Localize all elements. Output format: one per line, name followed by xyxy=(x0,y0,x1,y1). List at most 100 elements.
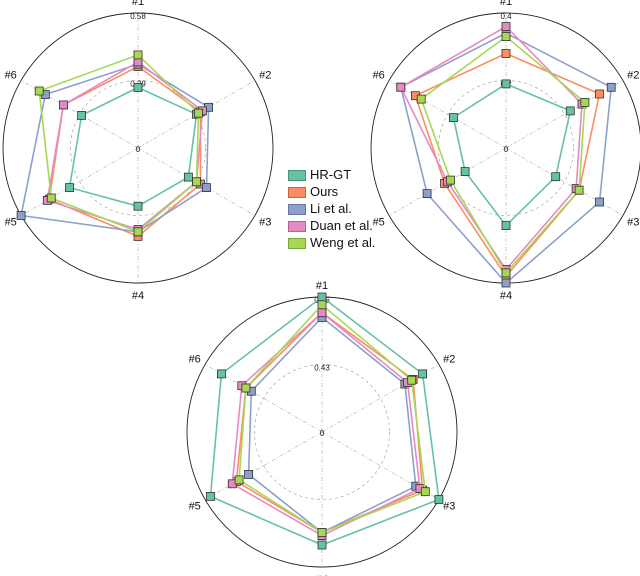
data-point xyxy=(501,79,511,89)
data-point xyxy=(446,175,455,185)
series-polygon xyxy=(231,311,421,537)
ring-label: 0 xyxy=(136,145,141,154)
data-point xyxy=(46,193,56,203)
mid-ring xyxy=(254,364,390,500)
legend-item-hr-gt: HR-GT xyxy=(288,166,408,183)
data-point xyxy=(133,50,143,60)
data-point xyxy=(460,167,470,177)
axis-label: #3 xyxy=(627,217,639,229)
data-point xyxy=(206,491,215,501)
ring-label: 0.43 xyxy=(314,364,330,373)
data-point xyxy=(416,94,426,104)
legend-item-ours: Ours xyxy=(288,183,408,200)
data-point xyxy=(133,201,143,211)
axis-label: #3 xyxy=(259,217,271,229)
radar-chart-3: 00.430.86#1#2#3#4#5#6 xyxy=(186,280,458,576)
data-point xyxy=(34,86,44,96)
data-point xyxy=(422,189,432,199)
data-point xyxy=(77,111,86,120)
axis-label: #4 xyxy=(132,290,144,302)
axis-label: #5 xyxy=(5,217,17,229)
series-polygon xyxy=(235,311,424,534)
data-point xyxy=(202,183,211,193)
legend-swatch xyxy=(288,187,306,198)
legend-item-duan: Duan et al. xyxy=(288,217,408,234)
data-point xyxy=(317,308,327,318)
data-point xyxy=(244,469,254,479)
axis-label: #2 xyxy=(259,70,271,82)
axis-label: #5 xyxy=(189,501,201,513)
mid-ring xyxy=(70,80,206,216)
data-point xyxy=(317,540,327,550)
axis-spoke xyxy=(505,147,624,216)
data-point xyxy=(317,528,327,537)
ring-label: 0 xyxy=(320,429,325,438)
data-point xyxy=(241,383,251,393)
data-point xyxy=(65,183,74,193)
data-point xyxy=(501,49,511,58)
data-point xyxy=(595,89,604,99)
data-point xyxy=(59,100,68,110)
ring-label: 0.58 xyxy=(130,12,146,21)
legend-item-li: Li et al. xyxy=(288,200,408,217)
series-polygon xyxy=(452,82,572,227)
axis-label: #2 xyxy=(627,70,639,82)
legend-swatch xyxy=(288,204,306,215)
data-point xyxy=(551,172,561,182)
data-point xyxy=(407,375,417,385)
data-point xyxy=(133,83,143,92)
data-point xyxy=(595,197,604,207)
data-point xyxy=(501,22,511,31)
data-point xyxy=(133,227,143,237)
ring-label: 0 xyxy=(504,145,509,154)
legend-label: Ours xyxy=(310,184,339,199)
radar-chart-1: 00.290.58#1#2#3#4#5#6 xyxy=(2,0,274,302)
data-point xyxy=(418,369,428,379)
legend-swatch xyxy=(288,238,306,249)
legend-label: Duan et al. xyxy=(310,218,373,233)
data-point xyxy=(574,185,584,195)
legend-label: Weng et al. xyxy=(310,235,376,250)
data-point xyxy=(501,221,511,231)
data-point xyxy=(16,211,26,220)
data-point xyxy=(396,82,406,92)
data-point xyxy=(317,300,327,310)
axis-label: #5 xyxy=(373,217,385,229)
data-point xyxy=(420,487,430,497)
data-point xyxy=(434,495,444,504)
series-polygon xyxy=(68,86,198,208)
ring-label: 0.4 xyxy=(500,12,512,21)
legend-swatch xyxy=(288,170,306,181)
data-point xyxy=(501,278,511,288)
data-point xyxy=(234,475,244,485)
data-point xyxy=(192,177,201,187)
data-point xyxy=(448,113,458,122)
axis-label: #3 xyxy=(443,501,455,513)
data-point xyxy=(606,82,616,92)
axis-label: #6 xyxy=(5,70,17,82)
legend: HR-GT Ours Li et al. Duan et al. Weng et… xyxy=(288,166,408,251)
axis-label: #6 xyxy=(189,354,201,366)
data-point xyxy=(501,32,511,41)
series-polygon xyxy=(399,25,583,271)
data-point xyxy=(565,106,575,116)
data-point xyxy=(580,98,590,107)
outer-ring xyxy=(2,12,274,284)
series-polygon xyxy=(209,295,440,546)
legend-label: HR-GT xyxy=(310,167,352,182)
data-point xyxy=(317,292,327,302)
axis-label: #1 xyxy=(316,280,328,292)
axis-label: #1 xyxy=(500,0,512,8)
data-point xyxy=(501,268,511,278)
series-polygon xyxy=(20,63,210,233)
axis-label: #2 xyxy=(443,354,455,366)
axis-label: #6 xyxy=(373,70,385,82)
legend-item-weng: Weng et al. xyxy=(288,234,408,251)
axis-label: #4 xyxy=(316,574,328,576)
legend-label: Li et al. xyxy=(310,201,352,216)
legend-swatch xyxy=(288,221,306,232)
radar-chart-2: 00.20.4#1#2#3#4#5#6 xyxy=(370,0,640,302)
axis-label: #4 xyxy=(500,290,512,302)
data-point xyxy=(194,108,203,118)
